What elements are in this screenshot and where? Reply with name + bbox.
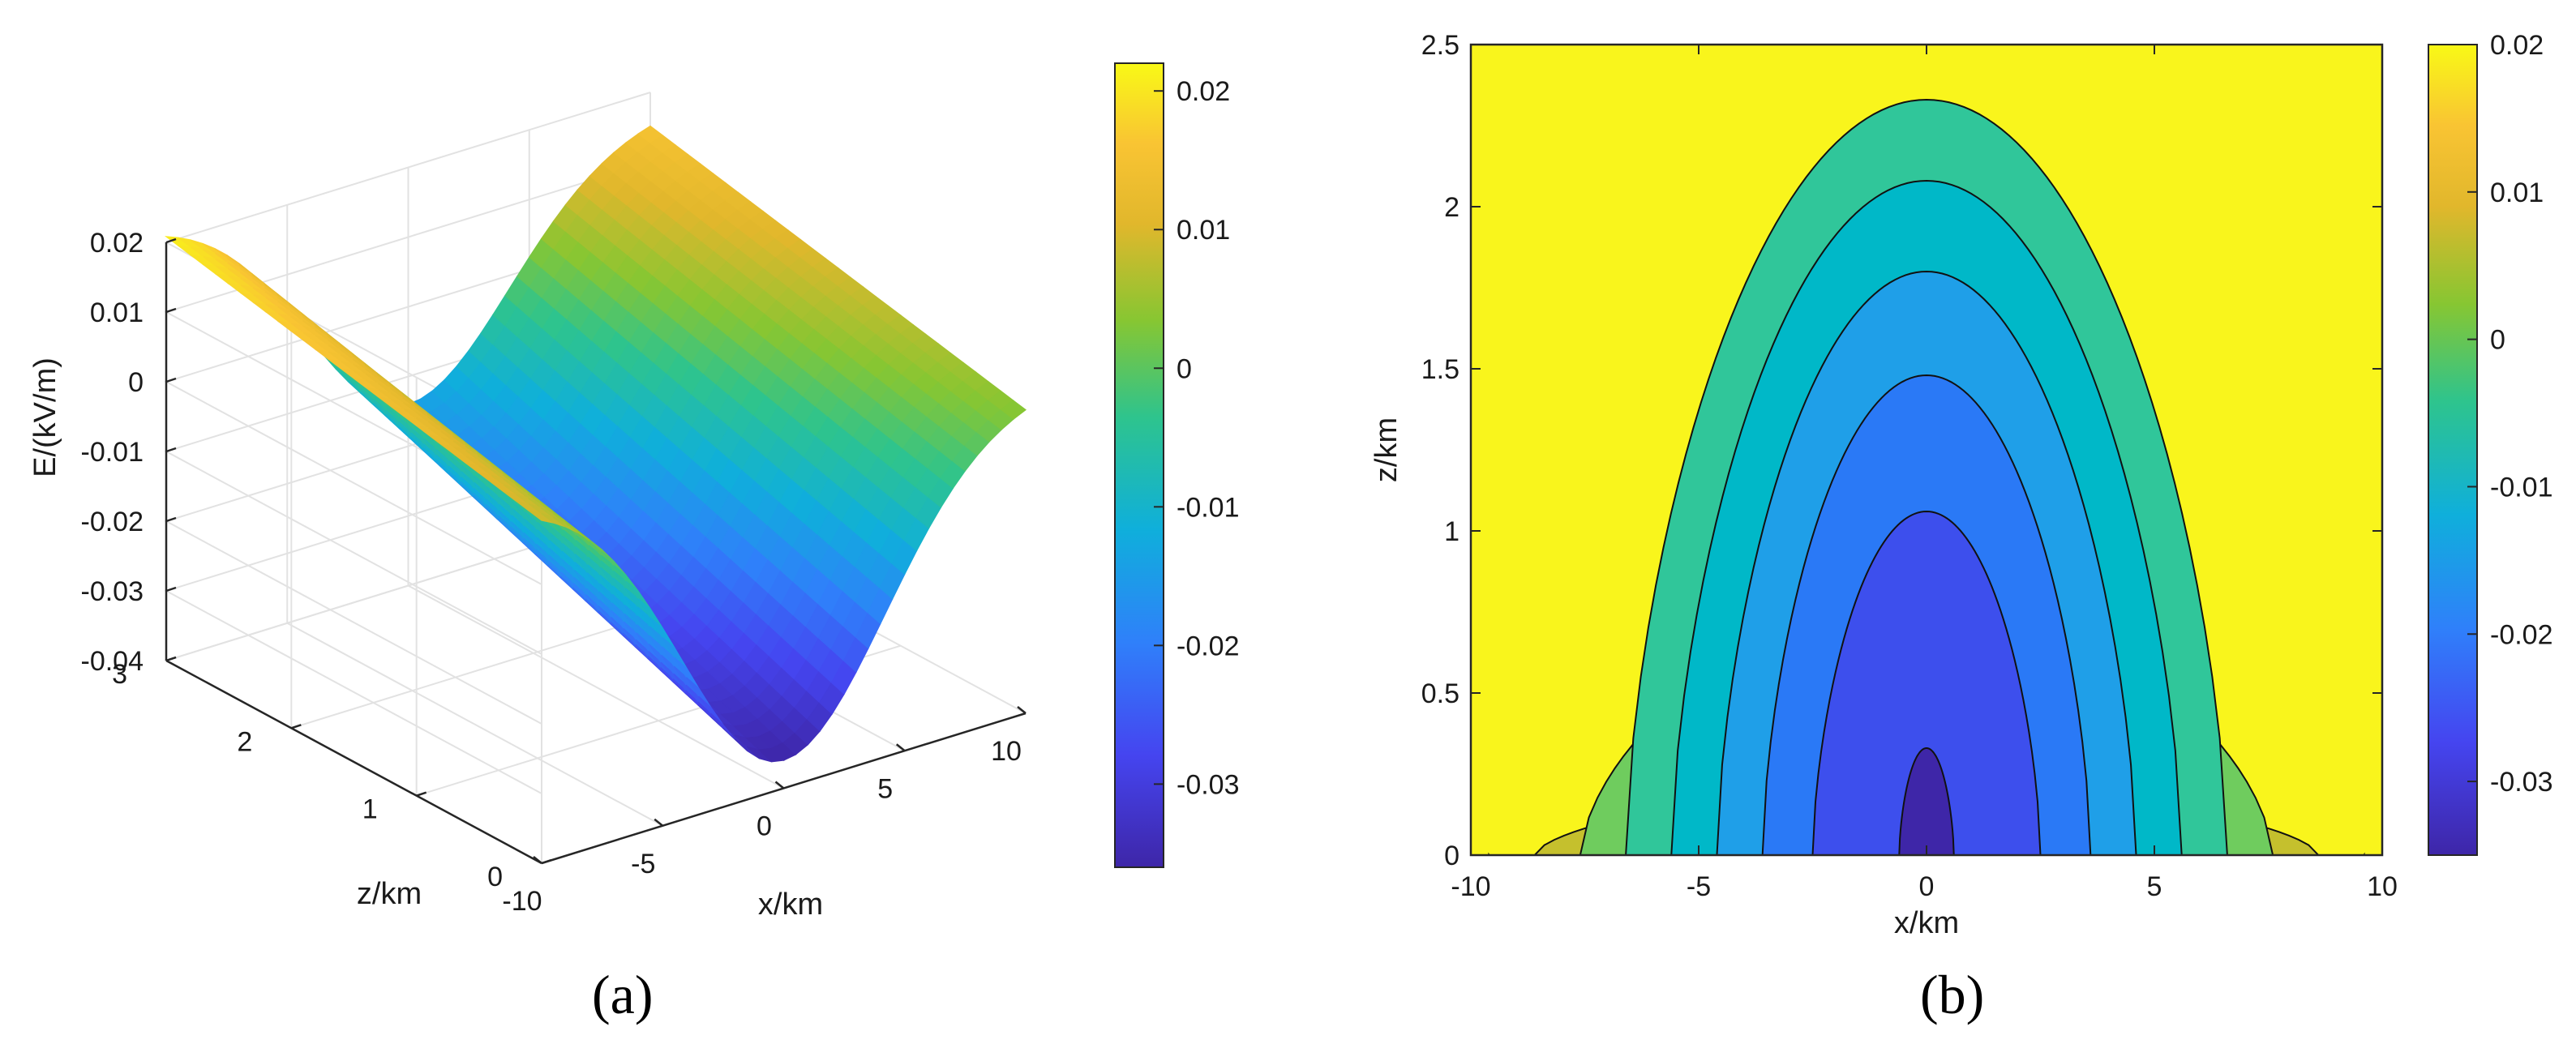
y-tick-label: 1 bbox=[1444, 516, 1459, 547]
e-tick-label: 0.01 bbox=[90, 297, 144, 328]
x-tick bbox=[895, 743, 906, 752]
panel-label-a: (a) bbox=[592, 964, 654, 1025]
colorbar-b bbox=[2428, 44, 2478, 856]
z-tick bbox=[290, 724, 302, 729]
x-tick-label: 0 bbox=[757, 811, 772, 842]
contour-fill-group bbox=[1471, 45, 2382, 855]
contour-plot-b: -10 -5 0 5 10 0 0.5 1 1.5 2 2.5 x/km z/km 0.02 0.01 0 -0… bbox=[1369, 30, 2553, 940]
x-tick-label: 0 bbox=[1919, 871, 1935, 902]
x-tick bbox=[533, 856, 542, 864]
e-tick bbox=[165, 237, 177, 244]
surface bbox=[164, 125, 1027, 763]
e-tick bbox=[165, 447, 177, 453]
e-tick bbox=[165, 516, 177, 523]
contour-band bbox=[1811, 510, 2042, 855]
colorbar-tick-label: -0.03 bbox=[2490, 767, 2553, 798]
e-tick bbox=[165, 586, 177, 593]
e-tick bbox=[165, 377, 177, 383]
e-tick-label: 0 bbox=[128, 367, 144, 398]
x-tick-label: 10 bbox=[2367, 871, 2398, 902]
e-tick-label: -0.01 bbox=[81, 437, 144, 468]
colorbar-tick-label: -0.01 bbox=[2490, 472, 2553, 503]
x-tick-label: 5 bbox=[877, 773, 893, 804]
colorbar-tick-label: -0.03 bbox=[1177, 769, 1240, 800]
y-tick-label: 1.5 bbox=[1421, 354, 1459, 385]
e-tick-label: 0.02 bbox=[90, 228, 144, 259]
contour-band bbox=[1898, 747, 1955, 855]
colorbar-a bbox=[1114, 62, 1164, 868]
y-tick-label: 0.5 bbox=[1421, 678, 1459, 709]
colorbar-tick-label: 0.01 bbox=[2490, 178, 2544, 208]
y-tick-label: 2 bbox=[1444, 192, 1459, 223]
e-axis-label: E/(kV/m) bbox=[28, 357, 62, 477]
colorbar-tick-label: 0 bbox=[1177, 353, 1192, 384]
x-tick bbox=[654, 818, 664, 827]
colorbar-tick-label: 0.02 bbox=[1177, 76, 1230, 107]
colorbar-tick-label: -0.01 bbox=[1177, 492, 1240, 523]
y-tick-label: 2.5 bbox=[1421, 30, 1459, 61]
surface-plot-a: 0.02 0.01 0 -0.01 -0.02 -0.03 -0.04 0 1 2 3 -10 -5 0 5… bbox=[28, 62, 1240, 922]
y-axis-label: z/km bbox=[1369, 417, 1404, 482]
z-axis-line bbox=[165, 659, 542, 865]
z-tick bbox=[541, 858, 552, 865]
x-tick-label: -5 bbox=[1687, 871, 1711, 902]
y-tick-label: 0 bbox=[1444, 841, 1459, 871]
z-tick-label: 3 bbox=[112, 659, 127, 690]
z-axis-label: z/km bbox=[357, 877, 422, 911]
x-axis-label: x/km bbox=[758, 888, 823, 922]
x-tick bbox=[1017, 706, 1027, 714]
e-tick-label: -0.02 bbox=[81, 507, 144, 537]
colorbar-tick-label: -0.02 bbox=[1177, 631, 1240, 661]
colorbar-tick-label: 0.01 bbox=[1177, 215, 1230, 246]
e-tick bbox=[165, 307, 177, 314]
x-tick-label: 5 bbox=[2147, 871, 2162, 902]
z-tick bbox=[165, 656, 177, 662]
z-tick bbox=[416, 791, 427, 797]
x-axis-label: x/km bbox=[1894, 906, 1959, 940]
panel-label-b: (b) bbox=[1920, 964, 1985, 1025]
e-tick-label: -0.03 bbox=[81, 576, 144, 607]
surface-patch bbox=[1000, 400, 1027, 420]
z-tick-label: 2 bbox=[237, 726, 252, 757]
axes bbox=[165, 237, 1027, 865]
colorbar-tick-label: 0 bbox=[2490, 325, 2505, 356]
x-tick-label: 10 bbox=[991, 736, 1022, 767]
z-tick-label: 0 bbox=[487, 862, 503, 892]
e-tick-label: -0.04 bbox=[81, 646, 144, 677]
x-tick-label: -10 bbox=[502, 886, 542, 917]
x-tick-label: -10 bbox=[1451, 871, 1490, 902]
x-tick bbox=[774, 781, 785, 789]
colorbar-tick-label: -0.02 bbox=[2490, 619, 2553, 650]
grid-line bbox=[286, 622, 663, 827]
x-tick-label: -5 bbox=[631, 849, 655, 879]
grid-line bbox=[408, 584, 784, 789]
z-tick-label: 1 bbox=[362, 794, 378, 825]
colorbar-tick-label: 0.02 bbox=[2490, 30, 2544, 61]
